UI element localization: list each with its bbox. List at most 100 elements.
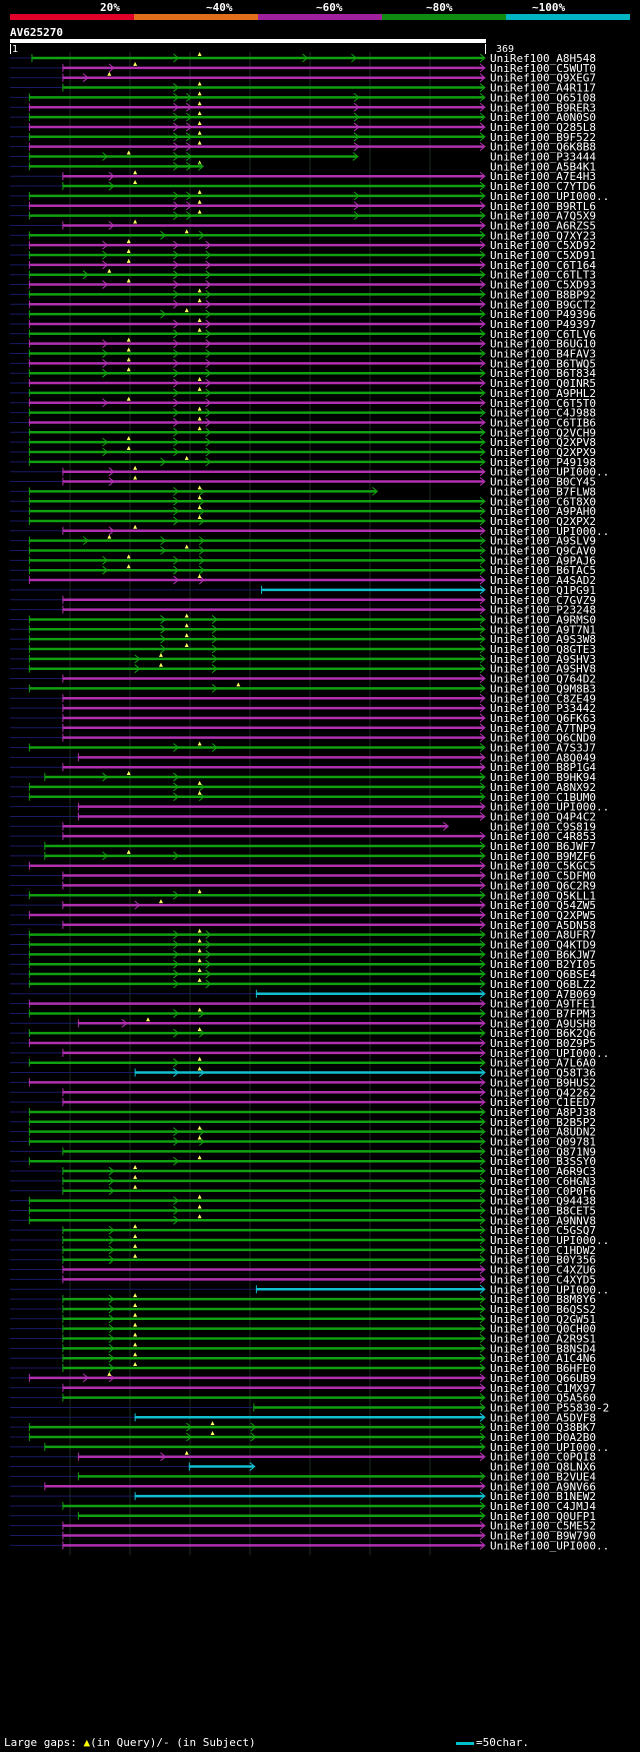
hit-label[interactable]: UniRef100_A0N0S0 xyxy=(490,111,596,124)
hit-label[interactable]: UniRef100_A8UDN2 xyxy=(490,1126,596,1139)
hit-label[interactable]: UniRef100_A9NNV8 xyxy=(490,1214,596,1227)
hit-label[interactable]: UniRef100_Q764D2 xyxy=(490,673,596,686)
hit-label[interactable]: UniRef100_Q66UB9 xyxy=(490,1372,596,1385)
hit-label[interactable]: UniRef100_B9GCT2 xyxy=(490,298,596,311)
hit-label[interactable]: UniRef100_UPI000.. xyxy=(490,525,609,538)
hit-label[interactable]: UniRef100_A2R9S1 xyxy=(490,1333,596,1346)
hit-label[interactable]: UniRef100_A7Q5X9 xyxy=(490,210,596,223)
hit-label[interactable]: UniRef100_B6TAC5 xyxy=(490,564,596,577)
hit-label[interactable]: UniRef100_B2B5P2 xyxy=(490,1116,596,1129)
hit-label[interactable]: UniRef100_B9W790 xyxy=(490,1530,596,1543)
hit-label[interactable]: UniRef100_A6RZS5 xyxy=(490,219,596,232)
hit-label[interactable]: UniRef100_B8NSD4 xyxy=(490,1342,596,1355)
hit-label[interactable]: UniRef100_B8P1G4 xyxy=(490,761,596,774)
hit-label[interactable]: UniRef100_Q94438 xyxy=(490,1195,596,1208)
hit-label[interactable]: UniRef100_Q6C2R9 xyxy=(490,879,596,892)
hit-label[interactable]: UniRef100_A4R117 xyxy=(490,82,596,95)
hit-label[interactable]: UniRef100_A7S3J7 xyxy=(490,742,596,755)
hit-label[interactable]: UniRef100_B1NEW2 xyxy=(490,1490,596,1503)
hit-label[interactable]: UniRef100_B9RTL6 xyxy=(490,200,596,213)
hit-label[interactable]: UniRef100_P49397 xyxy=(490,318,596,331)
hit-label[interactable]: UniRef100_B0Z9P5 xyxy=(490,1037,596,1050)
hit-label[interactable]: UniRef100_P23248 xyxy=(490,604,596,617)
hit-label[interactable]: UniRef100_A5DN58 xyxy=(490,919,596,932)
hit-label[interactable]: UniRef100_Q7XY23 xyxy=(490,229,596,242)
hit-label[interactable]: UniRef100_B3SSY0 xyxy=(490,1155,596,1168)
hit-label[interactable]: UniRef100_B6HFE0 xyxy=(490,1362,596,1375)
hit-label[interactable]: UniRef100_B6KJW7 xyxy=(490,948,596,961)
hit-label[interactable]: UniRef100_C1MX97 xyxy=(490,1382,596,1395)
hit-label[interactable]: UniRef100_C4JMJ4 xyxy=(490,1500,596,1513)
hit-label[interactable]: UniRef100_C7GVZ9 xyxy=(490,594,596,607)
hit-label[interactable]: UniRef100_P55830-2 xyxy=(490,1401,609,1414)
hit-label[interactable]: UniRef100_B4FAV3 xyxy=(490,348,596,361)
hit-label[interactable]: UniRef100_Q6FK63 xyxy=(490,712,596,725)
hit-label[interactable]: UniRef100_A7TNP9 xyxy=(490,722,596,735)
hit-label[interactable]: UniRef100_D0A2B0 xyxy=(490,1431,596,1444)
hit-label[interactable]: UniRef100_UPI000.. xyxy=(490,1047,609,1060)
hit-label[interactable]: UniRef100_UPI000.. xyxy=(490,466,609,479)
hit-label[interactable]: UniRef100_Q5KLL1 xyxy=(490,889,596,902)
hit-label[interactable]: UniRef100_A9TFE1 xyxy=(490,998,596,1011)
hit-label[interactable]: UniRef100_C1EED7 xyxy=(490,1096,596,1109)
hit-label[interactable]: UniRef100_A9T7N1 xyxy=(490,623,596,636)
hit-label[interactable]: UniRef100_Q8LNX6 xyxy=(490,1461,596,1474)
hit-label[interactable]: UniRef100_C7YTD6 xyxy=(490,180,596,193)
hit-label[interactable]: UniRef100_C0PQI8 xyxy=(490,1451,596,1464)
hit-label[interactable]: UniRef100_Q0INR5 xyxy=(490,377,596,390)
hit-label[interactable]: UniRef100_P33442 xyxy=(490,702,596,715)
hit-label[interactable]: UniRef100_B6T834 xyxy=(490,367,596,380)
hit-label[interactable]: UniRef100_Q2XPX9 xyxy=(490,446,596,459)
hit-label[interactable]: UniRef100_B8BP92 xyxy=(490,288,596,301)
hit-label[interactable]: UniRef100_Q871N9 xyxy=(490,1145,596,1158)
hit-label[interactable]: UniRef100_Q4KTD9 xyxy=(490,939,596,952)
hit-label[interactable]: UniRef100_A5B4K1 xyxy=(490,160,596,173)
hit-label[interactable]: UniRef100_B2YI05 xyxy=(490,958,596,971)
hit-label[interactable]: UniRef100_B6QSS2 xyxy=(490,1303,596,1316)
hit-label[interactable]: UniRef100_Q2VCH9 xyxy=(490,426,596,439)
hit-label[interactable]: UniRef100_A9PAJ6 xyxy=(490,554,596,567)
hit-label[interactable]: UniRef100_Q0CH00 xyxy=(490,1323,596,1336)
hit-label[interactable]: UniRef100_C5XD91 xyxy=(490,249,596,262)
hit-label[interactable]: UniRef100_C4XYD5 xyxy=(490,1273,596,1286)
hit-label[interactable]: UniRef100_Q1PG91 xyxy=(490,584,596,597)
hit-label[interactable]: UniRef100_Q6BSE4 xyxy=(490,968,596,981)
hit-label[interactable]: UniRef100_C5ME52 xyxy=(490,1520,596,1533)
hit-label[interactable]: UniRef100_B0CY45 xyxy=(490,476,596,489)
hit-label[interactable]: UniRef100_C5XD93 xyxy=(490,279,596,292)
hit-label[interactable]: UniRef100_A4SAD2 xyxy=(490,574,596,587)
hit-label[interactable]: UniRef100_Q42262 xyxy=(490,1086,596,1099)
hit-label[interactable]: UniRef100_C9S819 xyxy=(490,820,596,833)
hit-label[interactable]: UniRef100_B8CET5 xyxy=(490,1204,596,1217)
hit-label[interactable]: UniRef100_Q2XPW5 xyxy=(490,909,596,922)
hit-label[interactable]: UniRef100_B7FPM3 xyxy=(490,1007,596,1020)
hit-label[interactable]: UniRef100_Q5A560 xyxy=(490,1392,596,1405)
hit-label[interactable]: UniRef100_C5XD92 xyxy=(490,239,596,252)
hit-label[interactable]: UniRef100_Q6K8B8 xyxy=(490,141,596,154)
hit-label[interactable]: UniRef100_C6T5T0 xyxy=(490,397,596,410)
hit-label[interactable]: UniRef100_A8Q049 xyxy=(490,751,596,764)
hit-label[interactable]: UniRef100_Q2XPV8 xyxy=(490,436,596,449)
hit-label[interactable]: UniRef100_C5GSQ7 xyxy=(490,1224,596,1237)
hit-label[interactable]: UniRef100_Q65108 xyxy=(490,91,596,104)
hit-label[interactable]: UniRef100_B7FLW8 xyxy=(490,485,596,498)
hit-label[interactable]: UniRef100_B9RER3 xyxy=(490,101,596,114)
hit-label[interactable]: UniRef100_C1BUM0 xyxy=(490,791,596,804)
hit-label[interactable]: UniRef100_Q2GW51 xyxy=(490,1313,596,1326)
hit-label[interactable]: UniRef100_C1HDW2 xyxy=(490,1244,596,1257)
hit-label[interactable]: UniRef100_B6UG10 xyxy=(490,338,596,351)
hit-label[interactable]: UniRef100_B6JWF7 xyxy=(490,840,596,853)
hit-label[interactable]: UniRef100_B6K2Q6 xyxy=(490,1027,596,1040)
hit-label[interactable]: UniRef100_A8PJ38 xyxy=(490,1106,596,1119)
hit-label[interactable]: UniRef100_Q9XEG7 xyxy=(490,72,596,85)
hit-label[interactable]: UniRef100_UPI000.. xyxy=(490,1234,609,1247)
hit-label[interactable]: UniRef100_C5WUT0 xyxy=(490,62,596,75)
hit-label[interactable]: UniRef100_A9NV66 xyxy=(490,1480,596,1493)
hit-label[interactable]: UniRef100_Q2XPX2 xyxy=(490,515,596,528)
hit-label[interactable]: UniRef100_C6TLV6 xyxy=(490,328,596,341)
hit-label[interactable]: UniRef100_B9HUS2 xyxy=(490,1076,596,1089)
hit-label[interactable]: UniRef100_B2VUE4 xyxy=(490,1470,596,1483)
hit-label[interactable]: UniRef100_B6TWQ5 xyxy=(490,357,596,370)
hit-label[interactable]: UniRef100_B0Y356 xyxy=(490,1254,596,1267)
hit-label[interactable]: UniRef100_UPI000.. xyxy=(490,1539,609,1552)
